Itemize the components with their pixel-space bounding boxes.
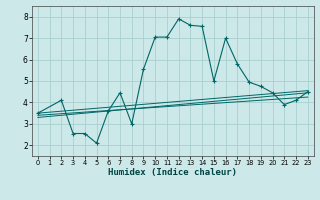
X-axis label: Humidex (Indice chaleur): Humidex (Indice chaleur) — [108, 168, 237, 177]
